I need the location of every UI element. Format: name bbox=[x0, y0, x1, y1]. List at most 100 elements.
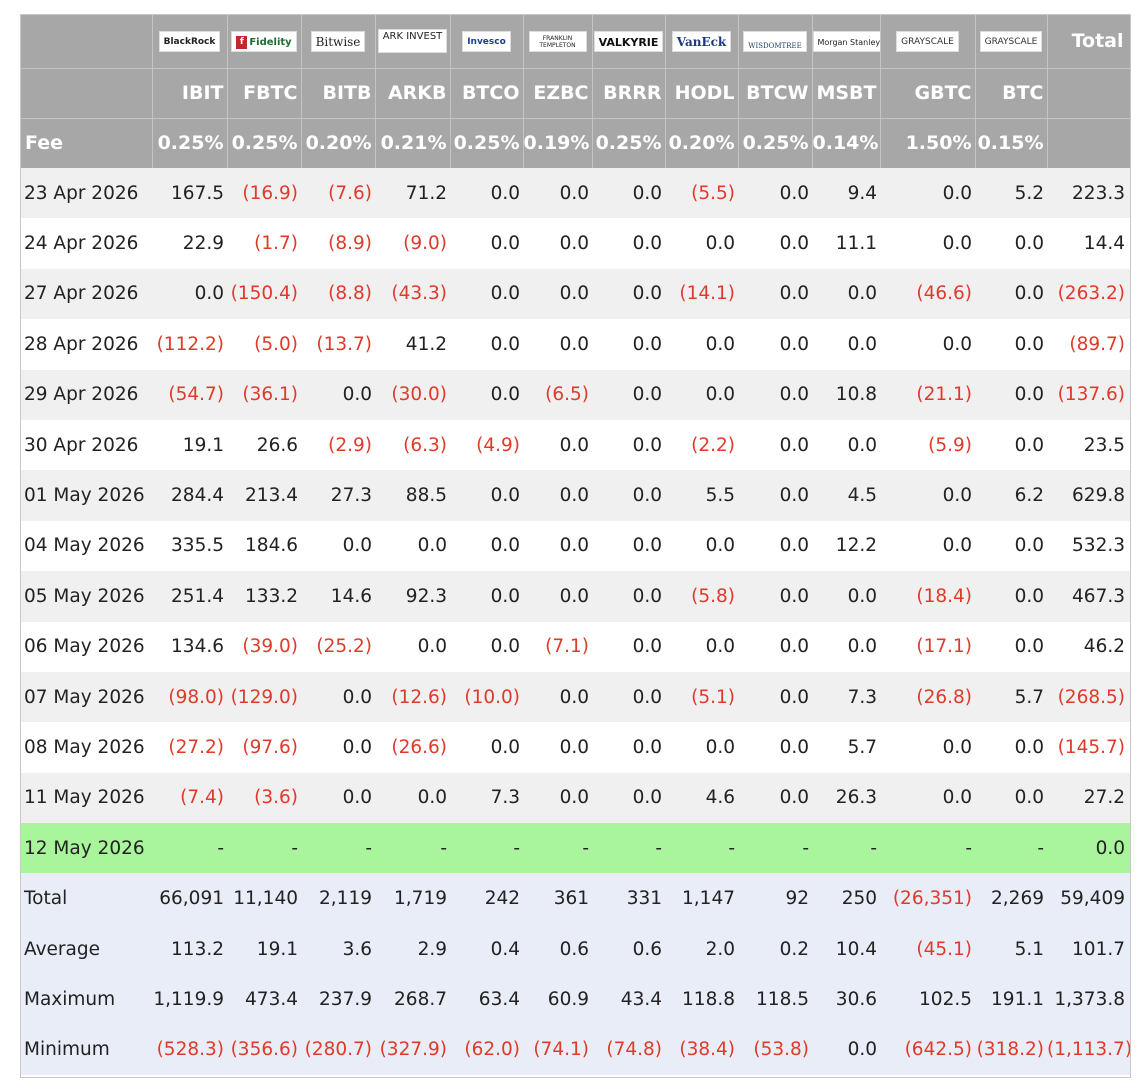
flow-cell-ezbc: 0.0 bbox=[523, 671, 592, 723]
daily-flow-row: 23 Apr 2026 167.5 (16.9) (7.6) 71.2 0.0 0.0 0.0… bbox=[21, 168, 1130, 219]
flow-cell-arkb: - bbox=[375, 823, 450, 874]
row-total-cell: 223.3 bbox=[1047, 168, 1130, 219]
flow-cell-btcw: 0.0 bbox=[738, 319, 812, 370]
flow-cell-gbtc: (26,351) bbox=[880, 873, 975, 924]
ticker-total-cell bbox=[1047, 68, 1131, 119]
ticker-gbtc: GBTC bbox=[880, 68, 976, 119]
flow-cell-btc: 0.0 bbox=[975, 772, 1047, 824]
fidelity-logo: f Fidelity bbox=[231, 31, 297, 53]
fee-msbt: 0.14% bbox=[812, 118, 881, 168]
flow-cell-gbtc: 0.0 bbox=[880, 772, 975, 824]
daily-flow-row: 06 May 2026 134.6 (39.0) (25.2) 0.0 0.0 (7.1) 0… bbox=[21, 621, 1130, 672]
wisdomtree-logo: WISDOMTREE bbox=[743, 31, 807, 53]
daily-flow-row: 08 May 2026 (27.2) (97.6) 0.0 (26.6) 0.0 0.0 0.… bbox=[21, 722, 1130, 773]
flow-cell-arkb: (43.3) bbox=[375, 268, 450, 320]
row-total-cell: 14.4 bbox=[1047, 218, 1130, 269]
logo-cell-grayscale-gbtc: GRAYSCALE bbox=[880, 15, 976, 69]
flow-cell-fbtc: - bbox=[227, 823, 301, 874]
flow-cell-brrr: 0.0 bbox=[592, 218, 665, 269]
flow-cell-hodl: 0.0 bbox=[665, 722, 738, 773]
flow-cell-msbt: 11.1 bbox=[812, 218, 880, 269]
franklin-templeton-logo: FRANKLIN TEMPLETON bbox=[528, 31, 587, 53]
flow-cell-ezbc: 0.0 bbox=[523, 470, 592, 521]
flow-cell-arkb: 92.3 bbox=[375, 571, 450, 622]
flow-cell-ezbc: 60.9 bbox=[523, 974, 592, 1025]
flow-cell-btc: - bbox=[975, 823, 1047, 874]
flow-cell-brrr: - bbox=[592, 823, 665, 874]
logo-cell-valkyrie: VALKYRIE bbox=[592, 15, 666, 69]
ticker-arkb: ARKB bbox=[375, 68, 451, 119]
flow-cell-brrr: 0.0 bbox=[592, 470, 665, 521]
flow-cell-gbtc: - bbox=[880, 823, 975, 874]
flow-cell-gbtc: (642.5) bbox=[880, 1024, 975, 1076]
flow-cell-ibit: 134.6 bbox=[152, 621, 227, 672]
flow-cell-ezbc: 0.0 bbox=[523, 168, 592, 219]
flow-cell-gbtc: 0.0 bbox=[880, 470, 975, 521]
flow-cell-btcw: 92 bbox=[738, 873, 812, 924]
flow-cell-ibit: 113.2 bbox=[152, 923, 227, 975]
flow-cell-ibit: (528.3) bbox=[152, 1024, 227, 1076]
logo-cell-franklin: FRANKLIN TEMPLETON bbox=[523, 15, 593, 69]
row-total-cell: 629.8 bbox=[1047, 470, 1130, 521]
ticker-header-row: IBIT FBTC BITB ARKB BTCO EZBC BRRR HODL BTCW MSBT… bbox=[21, 68, 1131, 119]
logo-cell-ark: ARK INVEST bbox=[375, 15, 451, 69]
flow-cell-msbt: 9.4 bbox=[812, 168, 880, 219]
invesco-logo: Invesco bbox=[462, 31, 511, 53]
fee-label: Fee bbox=[21, 118, 153, 168]
fee-btcw: 0.25% bbox=[738, 118, 813, 168]
flow-cell-ibit: 167.5 bbox=[152, 168, 227, 219]
flow-cell-ibit: 251.4 bbox=[152, 571, 227, 622]
ticker-msbt: MSBT bbox=[812, 68, 881, 119]
row-total-cell: 46.2 bbox=[1047, 621, 1130, 672]
etf-flows-table-container: BlackRock f Fidelity Bitwise ARK INVEST I… bbox=[20, 14, 1131, 1078]
flow-cell-btc: 0.0 bbox=[975, 369, 1047, 420]
flow-cell-msbt: - bbox=[812, 823, 880, 874]
date-cell: 27 Apr 2026 bbox=[21, 268, 152, 320]
flow-cell-bitb: (8.9) bbox=[301, 218, 375, 269]
stat-label: Minimum bbox=[21, 1024, 152, 1076]
flow-cell-btco: (4.9) bbox=[450, 419, 523, 471]
ticker-btc: BTC bbox=[975, 68, 1048, 119]
flow-cell-ibit: (54.7) bbox=[152, 369, 227, 420]
flow-cell-bitb: 237.9 bbox=[301, 974, 375, 1025]
logo-cell-blackrock: BlackRock bbox=[152, 15, 228, 69]
ark-invest-logo: ARK INVEST bbox=[377, 29, 448, 54]
flow-cell-brrr: 0.0 bbox=[592, 671, 665, 723]
flow-cell-btcw: 0.2 bbox=[738, 923, 812, 975]
ticker-ezbc: EZBC bbox=[523, 68, 593, 119]
flow-cell-ezbc: (7.1) bbox=[523, 621, 592, 672]
fee-btc: 0.15% bbox=[975, 118, 1048, 168]
ticker-fbtc: FBTC bbox=[227, 68, 302, 119]
flow-cell-btco: 0.4 bbox=[450, 923, 523, 975]
flow-cell-gbtc: 102.5 bbox=[880, 974, 975, 1025]
flow-cell-fbtc: 473.4 bbox=[227, 974, 301, 1025]
flow-cell-arkb: (9.0) bbox=[375, 218, 450, 269]
flow-cell-btcw: 0.0 bbox=[738, 772, 812, 824]
flow-cell-btc: 0.0 bbox=[975, 520, 1047, 572]
flow-cell-ibit: 22.9 bbox=[152, 218, 227, 269]
flow-cell-btco: 0.0 bbox=[450, 218, 523, 269]
flow-cell-fbtc: 26.6 bbox=[227, 419, 301, 471]
flow-cell-fbtc: 213.4 bbox=[227, 470, 301, 521]
flow-cell-brrr: 0.0 bbox=[592, 621, 665, 672]
row-total-cell: 532.3 bbox=[1047, 520, 1130, 572]
ticker-btco: BTCO bbox=[450, 68, 524, 119]
flow-cell-fbtc: (36.1) bbox=[227, 369, 301, 420]
flow-cell-brrr: 0.0 bbox=[592, 369, 665, 420]
flow-cell-brrr: 0.0 bbox=[592, 772, 665, 824]
flow-cell-bitb: 0.0 bbox=[301, 671, 375, 723]
flow-cell-gbtc: (17.1) bbox=[880, 621, 975, 672]
flow-cell-btco: - bbox=[450, 823, 523, 874]
flow-cell-btcw: 0.0 bbox=[738, 520, 812, 572]
fee-total-cell bbox=[1047, 118, 1131, 168]
flow-cell-ezbc: 0.6 bbox=[523, 923, 592, 975]
flow-cell-bitb: 0.0 bbox=[301, 722, 375, 773]
valkyrie-logo: VALKYRIE bbox=[593, 31, 664, 53]
flow-cell-gbtc: 0.0 bbox=[880, 218, 975, 269]
flow-cell-btc: 0.0 bbox=[975, 218, 1047, 269]
flow-cell-fbtc: 11,140 bbox=[227, 873, 301, 924]
date-cell: 04 May 2026 bbox=[21, 520, 152, 572]
flow-cell-fbtc: (129.0) bbox=[227, 671, 301, 723]
flow-cell-btcw: 0.0 bbox=[738, 369, 812, 420]
flow-cell-bitb: 27.3 bbox=[301, 470, 375, 521]
